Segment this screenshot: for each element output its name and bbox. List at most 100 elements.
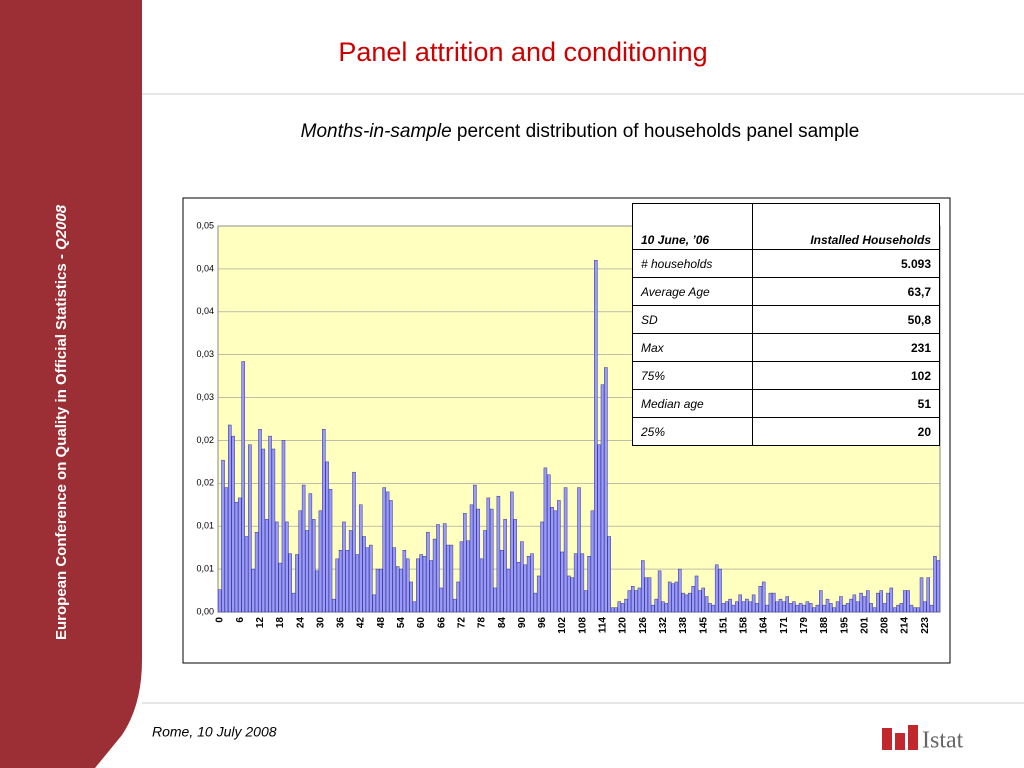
bar [775,601,779,613]
x-tick-label: 48 [376,617,387,629]
bar [358,504,363,613]
bar [802,604,806,613]
bar [530,553,534,613]
x-tick-label: 132 [658,617,669,634]
bar [849,598,853,613]
bar [348,530,353,613]
bar [889,587,894,613]
y-tick-label: 0,01 [196,521,214,531]
bar [587,555,591,613]
bar [714,564,719,613]
y-tick-label: 0,04 [196,306,214,316]
x-tick-label: 30 [315,617,326,629]
x-tick-label: 158 [739,617,750,634]
bar [701,587,706,613]
bar [657,570,662,613]
bar [234,501,239,613]
bar [580,553,585,613]
header-cell: 10 June, ’06 [631,203,754,250]
bar [866,590,870,613]
x-tick-label: 60 [416,617,427,629]
bar [899,603,904,613]
bar [637,587,642,613]
bar [244,536,249,613]
bar [318,510,323,613]
table-row: 75% 102 [631,361,940,390]
bar [832,607,836,613]
x-tick-label: 145 [698,617,709,634]
bar [761,581,766,613]
bar [439,587,444,613]
bar [711,604,716,613]
bar [295,554,299,613]
bar [607,536,611,613]
table-cell: 231 [752,333,940,362]
bar [543,467,548,613]
table-header: 10 June, ’06 Installed Households [631,203,940,250]
table-cell: 25% [631,417,754,446]
y-tick-label: 0,01 [196,563,214,573]
bar [311,519,316,613]
bar [298,510,303,613]
table-cell: # households [631,249,754,278]
bar [402,549,407,613]
bar [808,603,813,613]
logo-mark [882,728,892,750]
bar [788,603,793,613]
bar [469,504,474,613]
bar [929,604,934,613]
bar [325,461,329,613]
bar [510,491,514,613]
bar [829,603,833,613]
bar [620,603,625,613]
bar [751,594,756,613]
bar [446,544,450,613]
table-row: Max 231 [631,333,940,362]
x-tick-label: 90 [517,617,528,629]
bar [748,601,753,613]
y-tick-label: 0,03 [196,349,214,359]
bar [916,607,920,613]
bar [869,603,873,613]
bar [395,566,400,613]
bar [459,541,464,613]
bar [493,587,497,613]
chart: 0,00 0,01 0,01 0,02 0,02 0,03 0,03 0,04 0,04 0,05… [196,220,941,634]
bar [365,547,370,613]
bar [872,607,877,613]
table-row: Average Age 63,7 [631,277,940,306]
bar [667,581,672,613]
bar [923,601,927,613]
bar [416,558,420,613]
bar [483,530,487,613]
bar [452,598,457,613]
bar [724,601,729,613]
bar [567,575,571,613]
bar [698,590,702,613]
stats-table: 10 June, ’06 Installed Households # house… [631,203,940,446]
bar [449,544,454,613]
bar [617,601,622,613]
bar [684,594,689,613]
y-tick-label: 0,00 [196,606,214,616]
bar [523,564,528,613]
bar [842,604,847,613]
bar [882,603,887,613]
bar [862,596,867,613]
subtitle-text: percent distribution of households panel… [457,121,859,142]
bar [536,575,541,613]
bar [674,581,679,613]
table-row: Median age 51 [631,389,940,418]
bar [886,592,890,613]
bar [442,523,447,613]
x-tick-label: 12 [255,617,266,629]
bar [570,577,575,613]
bar [399,568,403,613]
bar [473,484,477,613]
bar [466,540,470,613]
x-tick-label: 164 [759,617,770,634]
bar [785,596,789,613]
bar [352,471,356,613]
x-tick-label: 223 [920,617,931,634]
bar [594,260,598,613]
